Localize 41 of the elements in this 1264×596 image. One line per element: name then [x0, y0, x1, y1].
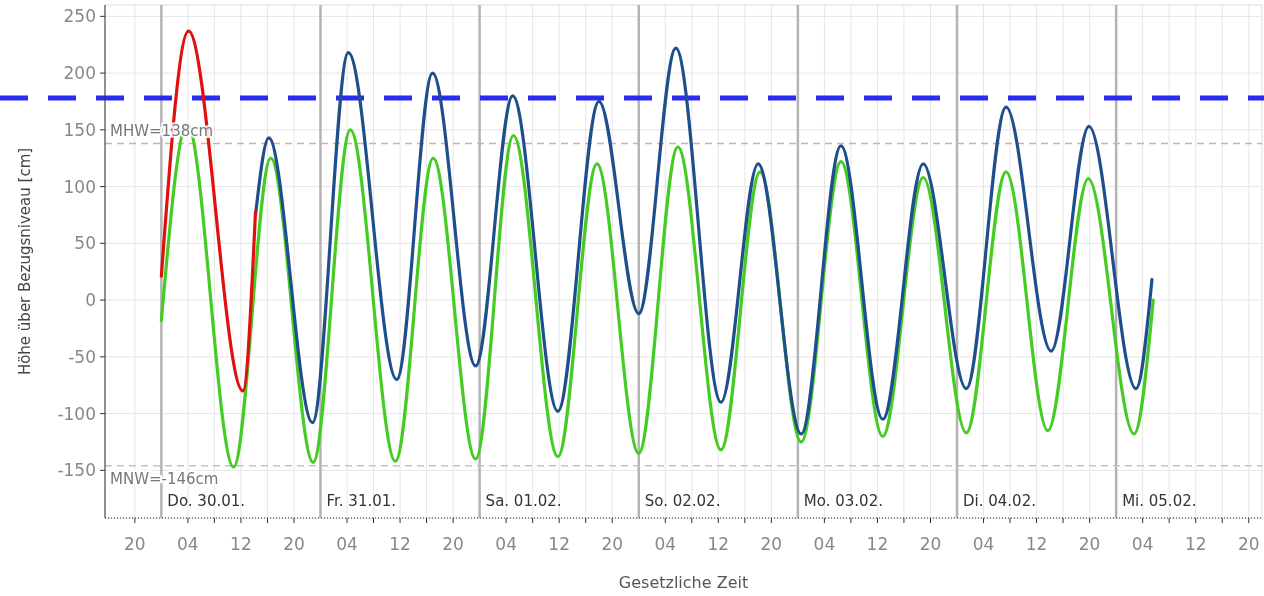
- y-tick-label: 50: [74, 233, 96, 254]
- ref-line-label: MNW=-146cm: [110, 469, 219, 488]
- x-tick-label: 20: [601, 534, 624, 554]
- x-tick-label: 12: [548, 534, 570, 554]
- x-tick-label: 04: [813, 534, 836, 554]
- y-tick-label: 250: [63, 6, 96, 27]
- x-tick-label: 20: [124, 534, 146, 554]
- ref-line-label: Di. 04.02.: [963, 492, 1036, 510]
- x-tick-label: 20: [1237, 534, 1260, 554]
- ref-line-label: So. 02.02.: [644, 492, 721, 510]
- x-tick-label: 04: [972, 534, 995, 554]
- x-tick-label: 12: [230, 534, 252, 554]
- x-tick-label: 04: [177, 534, 199, 554]
- y-tick-label: 150: [63, 119, 96, 140]
- x-tick-label: 20: [283, 534, 305, 554]
- y-tick-label: 0: [85, 290, 96, 311]
- x-tick-label: 20: [760, 534, 783, 554]
- y-tick-label: -100: [57, 403, 96, 424]
- x-tick-label: 12: [389, 534, 411, 554]
- ref-line-label: Fr. 31.01.: [326, 492, 397, 510]
- x-tick-label: 20: [442, 534, 464, 554]
- x-tick-label: 12: [1184, 534, 1207, 554]
- x-tick-label: 04: [495, 534, 517, 554]
- ref-line-label: Sa. 01.02.: [485, 492, 562, 510]
- x-axis-title: Gesetzliche Zeit: [618, 573, 749, 592]
- x-tick-label: 12: [707, 534, 730, 554]
- y-tick-label: 200: [63, 63, 96, 84]
- ref-line-label: Mi. 05.02.: [1122, 492, 1197, 510]
- x-tick-label: 20: [919, 534, 942, 554]
- x-tick-label: 04: [336, 534, 358, 554]
- x-tick-label: 04: [1131, 534, 1154, 554]
- x-tick-label: 04: [654, 534, 677, 554]
- y-tick-label: 100: [63, 176, 96, 197]
- ref-line-label: Mo. 03.02.: [803, 492, 883, 510]
- y-tick-label: -150: [57, 460, 96, 481]
- x-tick-label: 12: [1025, 534, 1048, 554]
- y-axis-title: Höhe über Bezugsniveau [cm]: [16, 147, 34, 376]
- y-tick-label: -50: [68, 346, 96, 367]
- x-tick-label: 12: [866, 534, 889, 554]
- ref-line-label: Do. 30.01.: [167, 492, 246, 510]
- x-tick-label: 20: [1078, 534, 1101, 554]
